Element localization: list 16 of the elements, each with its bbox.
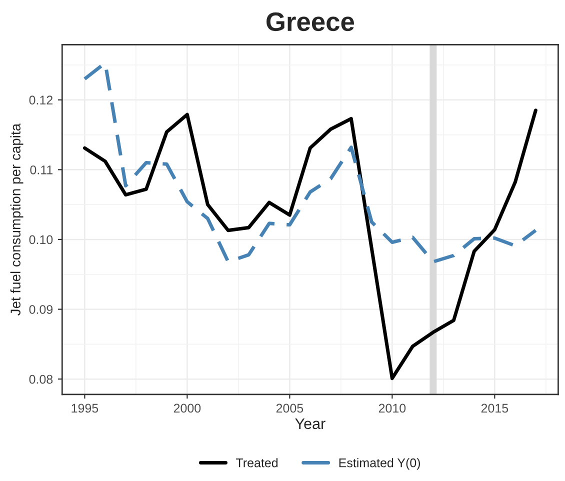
x-tick-label: 2010: [378, 404, 406, 413]
x-tick-label: 1995: [72, 404, 98, 413]
y-tick-label: 0.08: [29, 374, 53, 384]
y-axis-title: Jet fuel consumption per capita: [10, 123, 24, 316]
x-axis-title: Year: [295, 418, 326, 430]
y-tick-label: 0.09: [29, 305, 53, 314]
line-series: [82, 108, 538, 380]
chart-title: Greece: [266, 12, 354, 32]
y-tick-label: 0.10: [29, 235, 53, 244]
legend-label: Estimated Y(0): [339, 458, 420, 470]
x-tick-label: 2015: [481, 404, 508, 413]
x-tick-label: 2005: [276, 404, 304, 413]
legend-label: Treated: [236, 458, 278, 468]
x-tick-label: 2000: [174, 404, 201, 413]
y-tick-label: 0.12: [29, 96, 52, 105]
y-tick-label: 0.11: [30, 165, 53, 174]
